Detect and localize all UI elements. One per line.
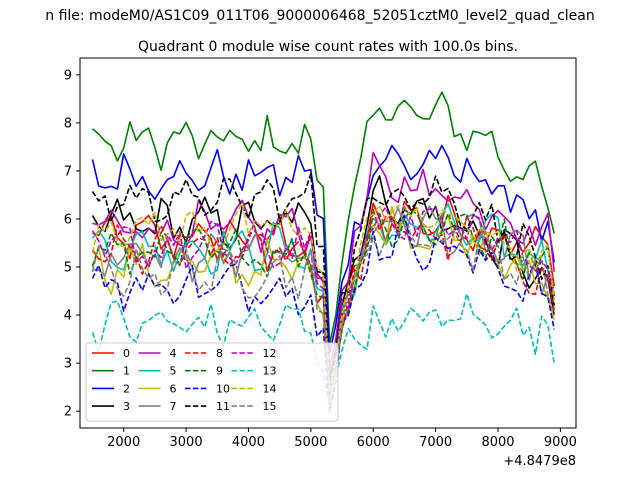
legend-label-14: 14 <box>263 382 277 395</box>
y-tick-label: 7 <box>64 164 72 179</box>
legend-label-9: 9 <box>216 365 223 378</box>
y-tick-label: 2 <box>64 405 72 420</box>
series-line-1 <box>91 91 555 345</box>
plot-frame <box>79 57 577 429</box>
x-tick-label: 2000 <box>107 435 140 450</box>
series-line-15 <box>91 204 555 403</box>
series-line-5 <box>91 202 555 388</box>
legend-label-12: 12 <box>263 347 277 360</box>
legend-label-4: 4 <box>170 347 177 360</box>
series-line-12 <box>91 206 555 393</box>
legend-label-2: 2 <box>123 382 130 395</box>
legend-label-7: 7 <box>170 400 177 413</box>
y-tick-label: 9 <box>64 68 72 83</box>
legend-label-5: 5 <box>170 365 177 378</box>
legend-label-0: 0 <box>123 347 130 360</box>
y-tick-label: 8 <box>64 116 72 131</box>
x-tick-label: 5000 <box>294 435 327 450</box>
figure-suptitle: n file: modeM0/AS1C09_011T06_9000006468_… <box>45 8 594 24</box>
legend-label-3: 3 <box>123 400 130 413</box>
y-tick-label: 3 <box>64 357 72 372</box>
y-axis: 2 3 4 5 6 7 8 9 <box>64 68 80 420</box>
x-offset-label: +4.8479e8 <box>503 454 576 469</box>
legend-label-10: 10 <box>216 382 230 395</box>
series-line-10 <box>91 214 555 412</box>
y-tick-label: 4 <box>64 309 72 324</box>
x-tick-label: 8000 <box>481 435 514 450</box>
series-line-14 <box>91 202 555 393</box>
legend-label-11: 11 <box>216 400 230 413</box>
series-line-11 <box>91 172 555 384</box>
x-tick-label: 7000 <box>419 435 452 450</box>
x-tick-label: 3000 <box>170 435 203 450</box>
legend-label-13: 13 <box>263 365 277 378</box>
x-tick-label: 4000 <box>232 435 265 450</box>
x-tick-label: 9000 <box>544 435 577 450</box>
series-line-2 <box>91 144 555 355</box>
legend-label-8: 8 <box>216 347 223 360</box>
x-tick-label: 6000 <box>357 435 390 450</box>
legend-box <box>85 342 339 422</box>
x-axis: 2000 3000 4000 5000 6000 7000 8000 9000 <box>107 428 577 450</box>
y-tick-label: 6 <box>64 212 72 227</box>
series-layer <box>91 91 555 412</box>
chart-title: Quadrant 0 module wise count rates with … <box>138 39 518 55</box>
y-tick-label: 5 <box>64 261 72 276</box>
legend-label-1: 1 <box>123 365 130 378</box>
legend-label-6: 6 <box>170 382 177 395</box>
legend-label-15: 15 <box>263 400 277 413</box>
series-line-3 <box>91 175 555 379</box>
series-line-6 <box>91 205 555 398</box>
